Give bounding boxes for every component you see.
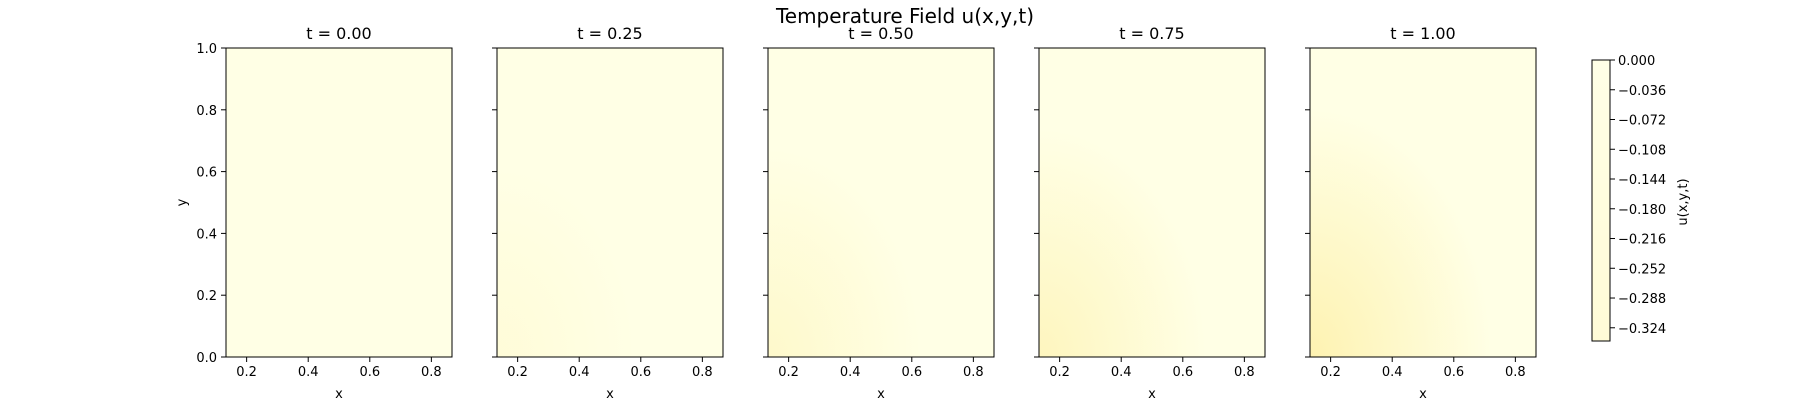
y-axis-label: y <box>175 198 190 206</box>
axes-frame <box>225 47 453 358</box>
panel-4: t = 1.00 0.2 0.4 0.6 0.8 x <box>1305 24 1537 400</box>
x-axis-label: x <box>877 387 885 400</box>
heatmap-gradient <box>1039 48 1265 357</box>
colorbar-label: u(x,y,t) <box>1676 178 1691 225</box>
panel-title: t = 0.75 <box>1119 24 1184 43</box>
panels: t = 0.00 0.2 0.4 0.6 0.8 x 0.0 0.2 0.4 0.6 0.8 1.0 y… <box>175 24 1537 400</box>
colorbar-tick-label: −0.180 <box>1618 203 1666 218</box>
y-tick-label: 0.0 <box>196 351 217 366</box>
y-tick-label: 0.4 <box>196 227 217 242</box>
colorbar-frame <box>1591 59 1611 342</box>
figure-title: Temperature Field u(x,y,t) <box>775 4 1034 28</box>
axes-frame <box>1038 47 1266 358</box>
axes-frame <box>1309 47 1537 358</box>
x-axis-label: x <box>606 387 614 400</box>
x-tick-label: 0.2 <box>1320 365 1341 380</box>
panel-title: t = 1.00 <box>1390 24 1455 43</box>
x-tick-label: 0.8 <box>692 365 713 380</box>
x-tick-label: 0.2 <box>1049 365 1070 380</box>
x-tick-label: 0.6 <box>1443 365 1464 380</box>
colorbar-tick-label: −0.288 <box>1618 292 1666 307</box>
panel-3: t = 0.75 0.2 0.4 0.6 0.8 x <box>1034 24 1266 400</box>
x-tick-label: 0.6 <box>359 365 380 380</box>
axes-frame <box>496 47 724 358</box>
x-tick-label: 0.6 <box>901 365 922 380</box>
x-tick-label: 0.6 <box>630 365 651 380</box>
x-tick-label: 0.4 <box>1382 365 1403 380</box>
x-axis-label: x <box>335 387 343 400</box>
panel-title: t = 0.25 <box>577 24 642 43</box>
x-tick-label: 0.8 <box>421 365 442 380</box>
panel-2: t = 0.50 0.2 0.4 0.6 0.8 x <box>763 24 995 400</box>
heatmap-gradient <box>768 48 994 357</box>
x-tick-label: 0.8 <box>1234 365 1255 380</box>
colorbar-tick-label: −0.036 <box>1618 84 1666 99</box>
colorbar-tick-label: −0.216 <box>1618 233 1666 248</box>
heatmap-gradient <box>497 48 723 357</box>
colorbar-tick-label: −0.324 <box>1618 322 1666 337</box>
x-tick-label: 0.2 <box>507 365 528 380</box>
panel-0: t = 0.00 0.2 0.4 0.6 0.8 x 0.0 0.2 0.4 0.6 0.8 1.0 y <box>175 24 453 400</box>
x-tick-label: 0.8 <box>1505 365 1526 380</box>
y-tick-label: 1.0 <box>196 42 217 57</box>
x-tick-label: 0.6 <box>1172 365 1193 380</box>
colorbar-tick-label: 0.000 <box>1618 54 1655 69</box>
x-axis-label: x <box>1148 387 1156 400</box>
x-tick-label: 0.8 <box>963 365 984 380</box>
colorbar-fill <box>1592 60 1610 341</box>
panel-title: t = 0.50 <box>848 24 913 43</box>
x-tick-label: 0.4 <box>569 365 590 380</box>
x-tick-label: 0.4 <box>840 365 861 380</box>
x-tick-label: 0.4 <box>1111 365 1132 380</box>
heatmap-field <box>226 48 452 357</box>
axes-frame <box>767 47 995 358</box>
y-tick-label: 0.8 <box>196 104 217 119</box>
panel-1: t = 0.25 0.2 0.4 0.6 0.8 x <box>492 24 724 400</box>
colorbar: 0.000 −0.036 −0.072 −0.108 −0.144 −0.180 −0.21… <box>1591 54 1691 342</box>
colorbar-tick-label: −0.072 <box>1618 114 1666 129</box>
panel-title: t = 0.00 <box>306 24 371 43</box>
heatmap-gradient <box>1310 48 1536 357</box>
colorbar-tick-label: −0.144 <box>1618 173 1666 188</box>
colorbar-tick-label: −0.252 <box>1618 262 1666 277</box>
x-tick-label: 0.4 <box>298 365 319 380</box>
y-tick-label: 0.6 <box>196 166 217 181</box>
colorbar-tick-label: −0.108 <box>1618 143 1666 158</box>
x-axis-label: x <box>1419 387 1427 400</box>
x-tick-label: 0.2 <box>778 365 799 380</box>
y-tick-label: 0.2 <box>196 289 217 304</box>
x-tick-label: 0.2 <box>236 365 257 380</box>
